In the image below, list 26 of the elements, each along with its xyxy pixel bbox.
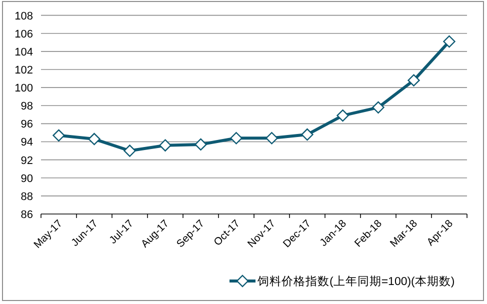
y-tick-label: 98	[20, 100, 33, 113]
point	[301, 128, 314, 141]
y-tick-label: 104	[14, 46, 33, 58]
y-tick-label: 108	[14, 10, 33, 22]
point	[194, 138, 207, 151]
legend-label: 饲料价格指数(上年同期=100)(本期数)	[256, 275, 455, 288]
y-tick-label: 100	[14, 82, 33, 95]
legend: 饲料价格指数(上年同期=100)(本期数)	[230, 274, 455, 288]
y-tick-label: 92	[20, 154, 33, 167]
point	[159, 139, 172, 152]
point	[336, 109, 349, 122]
y-tick-label: 86	[20, 209, 33, 221]
point	[230, 132, 242, 144]
y-tick-label: 102	[14, 64, 33, 76]
y-tick-label: 106	[14, 28, 33, 40]
y-tick-label: 88	[20, 190, 33, 203]
point	[124, 144, 136, 157]
y-tick-label: 94	[20, 136, 33, 149]
point	[88, 132, 100, 146]
point	[266, 132, 278, 144]
point	[52, 129, 65, 142]
point	[408, 74, 420, 86]
point	[443, 35, 456, 48]
y-tick-label: 96	[20, 118, 33, 131]
y-tick-label: 90	[20, 172, 33, 185]
point	[372, 101, 384, 114]
